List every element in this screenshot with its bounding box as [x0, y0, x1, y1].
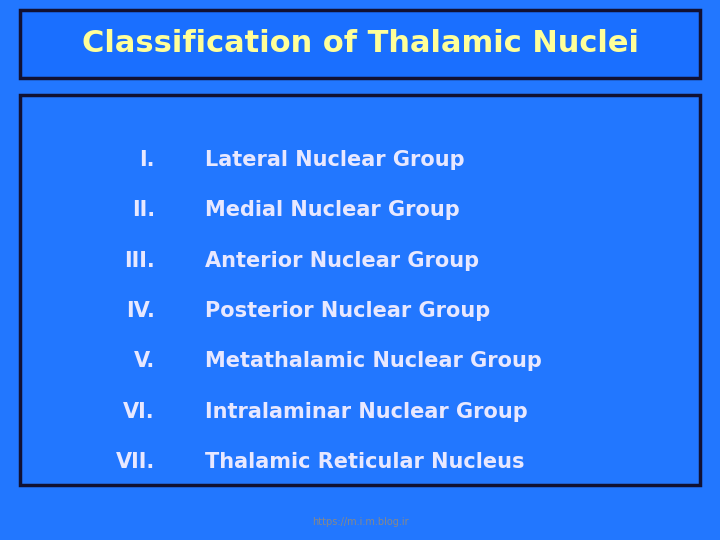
- Text: Lateral Nuclear Group: Lateral Nuclear Group: [205, 150, 464, 170]
- Text: V.: V.: [134, 352, 155, 372]
- Text: Intralaminar Nuclear Group: Intralaminar Nuclear Group: [205, 402, 528, 422]
- Text: III.: III.: [125, 251, 155, 271]
- Text: https://m.i.m.blog.ir: https://m.i.m.blog.ir: [312, 517, 408, 527]
- Text: Classification of Thalamic Nuclei: Classification of Thalamic Nuclei: [81, 30, 639, 58]
- Text: Anterior Nuclear Group: Anterior Nuclear Group: [205, 251, 479, 271]
- FancyBboxPatch shape: [20, 10, 700, 78]
- Text: II.: II.: [132, 200, 155, 220]
- FancyBboxPatch shape: [20, 95, 700, 485]
- Text: IV.: IV.: [126, 301, 155, 321]
- Text: VI.: VI.: [123, 402, 155, 422]
- Text: Posterior Nuclear Group: Posterior Nuclear Group: [205, 301, 490, 321]
- Text: VII.: VII.: [116, 452, 155, 472]
- Text: Metathalamic Nuclear Group: Metathalamic Nuclear Group: [205, 352, 542, 372]
- Text: Thalamic Reticular Nucleus: Thalamic Reticular Nucleus: [205, 452, 524, 472]
- Text: Medial Nuclear Group: Medial Nuclear Group: [205, 200, 460, 220]
- Text: I.: I.: [140, 150, 155, 170]
